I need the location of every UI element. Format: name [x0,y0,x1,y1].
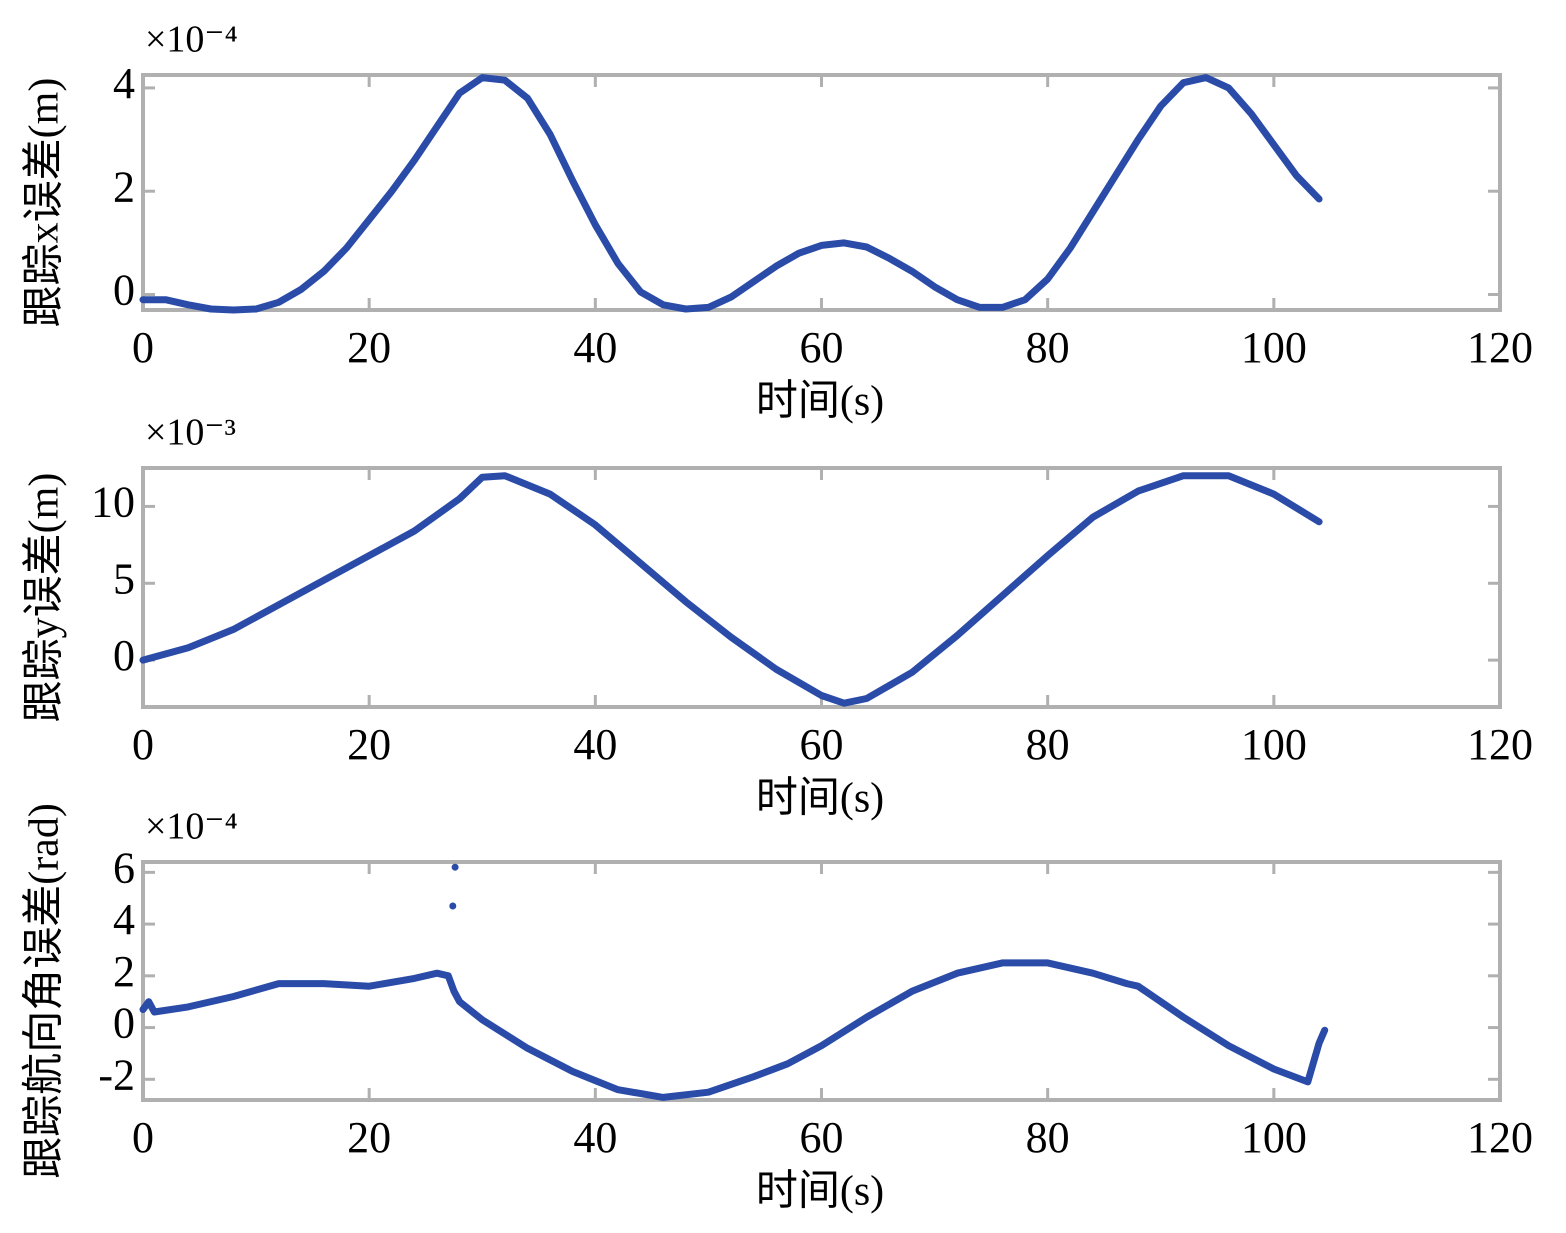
y-tick-label: 4 [113,895,135,944]
x-tick-label: 120 [1467,323,1533,372]
x-axis-label: 时间(s) [756,776,884,822]
y-tick-label: 0 [113,999,135,1048]
x-tick-label: 40 [573,1113,617,1162]
y-tick-label: 0 [113,631,135,680]
x-tick-label: 80 [1026,720,1070,769]
x-tick-label: 60 [800,323,844,372]
axes-frame [141,860,1502,1102]
axis-multiplier: ×10⁻⁴ [145,19,238,61]
y-axis-label: 跟踪y误差(m) [22,473,68,723]
x-tick-label: 60 [800,720,844,769]
y-tick-label: 5 [113,554,135,603]
x-tick-label: 120 [1467,1113,1533,1162]
x-tick-label: 20 [347,323,391,372]
x-tick-label: 80 [1026,1113,1070,1162]
x-axis-label: 时间(s) [756,1169,884,1215]
x-axis-label: 时间(s) [756,379,884,425]
data-line [139,74,1323,314]
x-tick-label: 0 [132,720,154,769]
x-tick-label: 100 [1241,1113,1307,1162]
x-tick-label: 20 [347,720,391,769]
data-line [139,472,1323,707]
y-tick-label: 2 [113,162,135,211]
x-tick-label: 60 [800,1113,844,1162]
x-tick-label: 100 [1241,323,1307,372]
y-tick-label: -2 [98,1050,135,1099]
x-tick-label: 120 [1467,720,1533,769]
y-tick-label: 6 [113,843,135,892]
x-tick-label: 0 [132,323,154,372]
x-tick-label: 100 [1241,720,1307,769]
y-tick-label: 4 [113,59,135,108]
x-tick-label: 20 [347,1113,391,1162]
y-tick-label: 0 [113,266,135,315]
y-axis-label: 跟踪航向角误差(rad) [21,803,68,1179]
axes-frame [141,73,1502,312]
x-tick-label: 40 [573,323,617,372]
x-tick-label: 80 [1026,323,1070,372]
axis-multiplier: ×10⁻³ [145,412,236,454]
x-tick-label: 40 [573,720,617,769]
y-axis-label: 跟踪x误差(m) [22,78,68,328]
y-tick-label: 10 [91,478,135,527]
axis-multiplier: ×10⁻⁴ [145,806,238,848]
x-tick-label: 0 [132,1113,154,1162]
data-line [139,863,1329,1101]
y-tick-label: 2 [113,947,135,996]
